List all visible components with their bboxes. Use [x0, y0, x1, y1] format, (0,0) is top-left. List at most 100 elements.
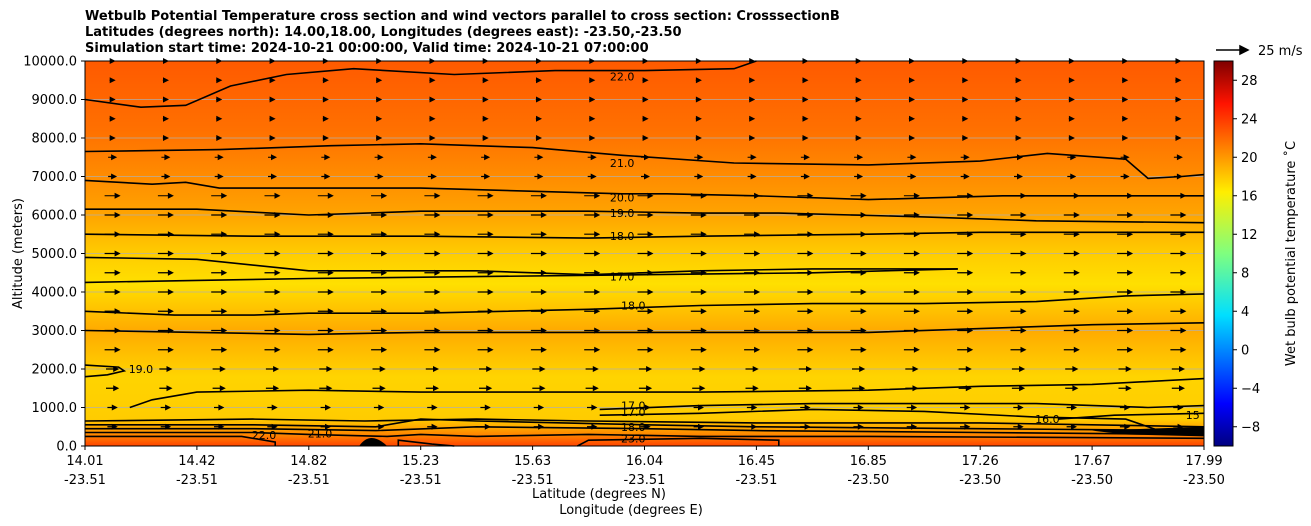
contour-label: 23.0: [621, 432, 646, 445]
wind-vector-arrow: [376, 96, 383, 103]
x-tick-lon-label: -23.51: [400, 473, 442, 488]
wind-vector-arrow: [104, 250, 121, 257]
colorbar-tick-label: 12: [1241, 228, 1258, 243]
wind-vector-arrow: [264, 346, 281, 353]
wind-vector-arrow: [1170, 231, 1187, 238]
y-tick-label: 2000.0: [32, 363, 78, 378]
wind-vector-arrow: [802, 96, 809, 103]
wind-vector-arrow: [798, 366, 812, 372]
wind-vector-arrow: [744, 327, 761, 334]
wind-vector-arrow: [157, 212, 174, 218]
wind-vector-arrow: [850, 250, 867, 257]
wind-vector-arrow: [109, 77, 116, 84]
wind-vector-arrow: [427, 173, 437, 180]
wind-vector-arrow: [747, 173, 757, 180]
wind-vector-arrow: [162, 115, 169, 122]
wind-vector-arrow: [371, 289, 388, 295]
wind-vector-arrow: [1068, 115, 1075, 122]
wind-vector-arrow: [1015, 135, 1022, 141]
wind-vector-arrow: [908, 96, 915, 103]
wind-vector-arrow: [584, 269, 601, 276]
wind-vector-arrow: [1117, 250, 1134, 257]
wind-vector-arrow: [319, 385, 333, 392]
x-tick-lon-label: -23.50: [1071, 473, 1113, 488]
wind-vector-arrow: [162, 135, 169, 141]
wind-vector-arrow: [319, 366, 333, 372]
wind-vector-arrow: [269, 77, 276, 84]
wind-vector-arrow: [317, 327, 334, 334]
wind-vector-arrow: [584, 308, 601, 315]
colorbar-tick-label: 0: [1241, 343, 1249, 358]
wind-vector-arrow: [585, 385, 599, 392]
wind-vector-arrow: [1171, 385, 1185, 392]
wind-vector-arrow: [957, 231, 974, 238]
wind-vector-arrow: [269, 135, 276, 141]
wind-vector-arrow: [962, 135, 969, 141]
wind-vector-arrow: [642, 77, 649, 84]
wind-vector-arrow: [157, 250, 174, 257]
wind-vector-arrow: [535, 115, 542, 122]
contour-line: [84, 364, 127, 378]
wind-vector-arrow: [958, 366, 972, 372]
contour-line: [397, 439, 455, 447]
wind-vector-arrow: [104, 289, 121, 295]
wind-vector-arrow: [749, 77, 756, 84]
wind-vector-arrow: [160, 404, 172, 411]
wind-vector-arrow: [637, 231, 654, 238]
contour-label: 19.0: [129, 363, 154, 376]
chart-title-line-1: Wetbulb Potential Temperature cross sect…: [85, 9, 840, 24]
x-tick-lon-label: -23.51: [512, 473, 554, 488]
wind-vector-arrow: [425, 366, 439, 372]
colorbar-tick-label: 8: [1241, 266, 1249, 281]
wind-vector-arrow: [695, 135, 702, 141]
wind-vector-arrow: [214, 423, 225, 430]
wind-vector-arrow: [690, 327, 707, 334]
x-tick-lon-label: -23.50: [847, 473, 889, 488]
wind-vector-arrow: [211, 269, 228, 276]
y-tick-label: 9000.0: [32, 93, 78, 108]
wind-vector-arrow: [211, 346, 228, 353]
wind-vector-arrow: [744, 289, 761, 295]
contour-label: 22.0: [610, 70, 635, 83]
wind-vector-arrow: [1068, 96, 1075, 103]
wind-vector-arrow: [690, 250, 707, 257]
contour-label: 17.0: [621, 406, 646, 419]
wind-vector-arrow: [1063, 192, 1080, 199]
wind-vector-arrow: [1065, 385, 1079, 392]
contour-label: 22.0: [252, 429, 277, 442]
wind-vector-arrow: [106, 385, 120, 392]
wind-vector-arrow: [797, 192, 814, 199]
wind-vector-arrow: [957, 250, 974, 257]
contour-label: 18.0: [610, 230, 635, 243]
wind-vector-arrow: [584, 289, 601, 295]
wind-vector-arrow: [744, 346, 761, 353]
wind-vector-arrow: [265, 385, 280, 392]
wind-vector-arrow: [1063, 289, 1080, 295]
wind-vector-arrow: [214, 173, 224, 180]
y-tick-label: 5000.0: [32, 247, 78, 262]
wind-vector-arrow: [1117, 192, 1134, 199]
wind-vector-arrow: [211, 289, 228, 295]
wind-vector-arrow: [482, 77, 489, 84]
wind-vector-arrow: [212, 366, 226, 372]
wind-vector-arrow: [157, 231, 174, 238]
wind-vector-arrow: [1010, 327, 1027, 334]
contour-label: 18.0: [621, 421, 646, 434]
wind-vector-arrow: [477, 250, 494, 257]
wind-vector-arrow: [482, 115, 489, 122]
x-tick-lat-label: 16.04: [626, 454, 663, 469]
wind-vector-arrow: [638, 366, 653, 372]
wind-vector-arrow: [374, 154, 384, 161]
wind-vector-arrow: [371, 231, 388, 238]
wind-vector-arrow: [1120, 173, 1130, 180]
wind-vector-arrow: [1175, 96, 1182, 103]
wind-vector-arrow: [429, 77, 436, 84]
wind-vector-arrow: [802, 115, 809, 122]
x-tick-lon-label: -23.51: [624, 473, 666, 488]
wind-vector-arrow: [852, 385, 866, 392]
wind-vector-arrow: [903, 250, 920, 257]
wind-vector-arrow: [903, 308, 920, 315]
chart-title-line-2: Latitudes (degrees north): 14.00,18.00, …: [85, 25, 682, 40]
wind-vector-arrow: [1068, 135, 1075, 141]
wind-vector-arrow: [589, 115, 596, 122]
